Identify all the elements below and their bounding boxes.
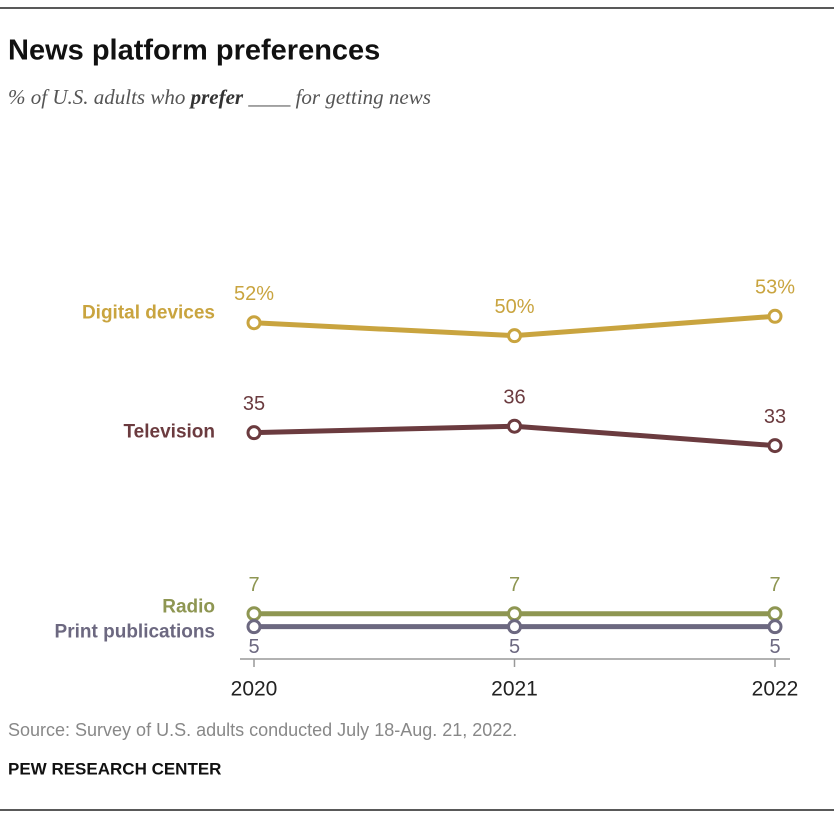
data-label: 5 [509,636,520,658]
point [767,308,783,324]
subtitle-part: % of U.S. adults who [8,85,191,109]
data-label: 5 [248,636,259,658]
point [767,438,783,454]
data-label: 52% [234,283,274,305]
credit: PEW RESEARCH CENTER [8,759,221,778]
plot-area: 2020 2021 2022 52% 50% 53% Digital devices 35 36… [55,277,799,701]
subtitle-part: ____ for getting news [243,85,431,109]
data-label: 53% [755,277,795,299]
series-label: Television [123,422,215,443]
data-label: 5 [769,636,780,658]
data-label: 7 [509,574,520,596]
source-note: Source: Survey of U.S. adults conducted … [8,720,517,740]
series-label: Digital devices [82,303,215,324]
point [767,619,783,635]
chart-subtitle: % of U.S. adults who prefer ____ for get… [8,85,431,109]
subtitle-part: prefer [189,85,244,109]
data-label: 50% [494,296,534,318]
point [246,315,262,331]
point [246,425,262,441]
x-tick-label: 2020 [231,678,278,701]
series-label: Print publications [55,622,215,643]
point [507,619,522,635]
data-label: 7 [248,574,259,596]
point [507,418,522,434]
point [507,606,522,622]
x-tick-label: 2022 [752,678,799,701]
data-label: 36 [503,386,525,408]
x-tick-label: 2021 [491,678,538,701]
point [767,606,783,622]
point [507,328,522,344]
point [246,619,262,635]
series-label: Radio [162,597,215,618]
data-label: 33 [764,406,786,428]
point [246,606,262,622]
chart-title: News platform preferences [8,35,380,67]
data-label: 35 [243,393,265,415]
data-label: 7 [769,574,780,596]
